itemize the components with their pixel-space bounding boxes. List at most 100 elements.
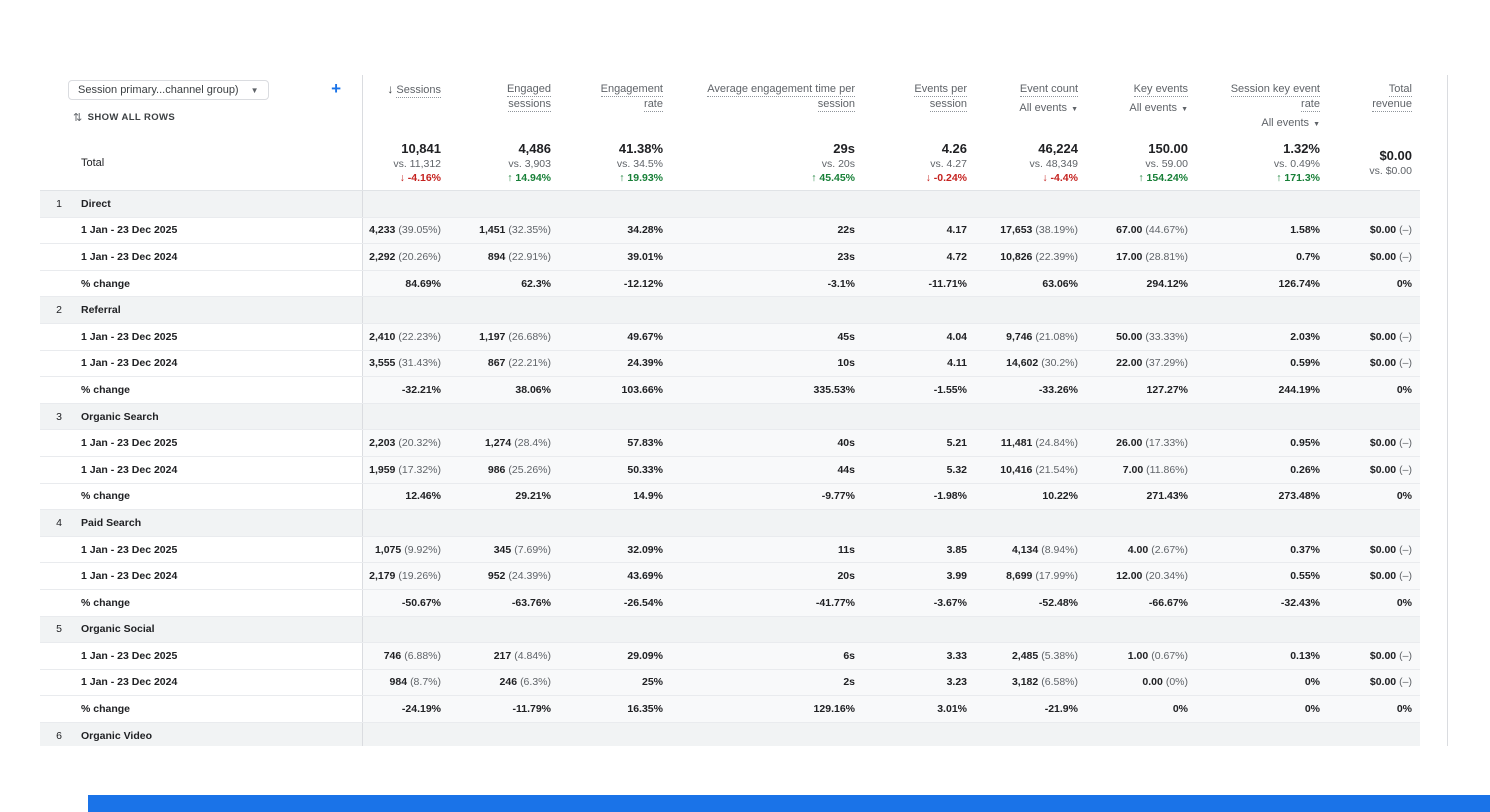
metric-cell: -32.43%	[1196, 589, 1328, 616]
metric-share: (20.34%)	[1145, 570, 1188, 583]
column-header-line: ↓ Sessions	[363, 82, 441, 98]
column-header-session-key-event-rate[interactable]: Session key event rate All events ▼	[1196, 75, 1328, 135]
metric-value: 345	[493, 543, 512, 556]
metric-value: 2,179	[369, 570, 396, 583]
add-dimension-button[interactable]: +	[331, 79, 341, 98]
row-label: 1 Jan - 23 Dec 2025	[81, 330, 178, 343]
metric-share: (38.19%)	[1035, 224, 1078, 237]
metric-value: -33.26%	[1038, 383, 1078, 396]
total-change: ↓ -0.24%	[925, 172, 967, 184]
metric-value: 4,233	[369, 224, 396, 237]
metric-cell: 43.69%	[559, 563, 671, 589]
metric-value: 1,075	[374, 543, 402, 556]
column-header-text: Sessions	[396, 84, 441, 98]
total-value: 10,841	[401, 141, 441, 156]
metric-filter-dropdown[interactable]: All events ▼	[1196, 116, 1320, 132]
metric-cell: 127.27%	[1086, 377, 1196, 403]
metric-cell: -3.67%	[863, 589, 975, 616]
metric-share: (28.4%)	[514, 437, 551, 450]
metric-value: 29.21%	[515, 490, 551, 503]
column-header-text: sessions	[508, 98, 551, 112]
total-value: 29s	[833, 141, 855, 156]
metric-filter-dropdown[interactable]: All events ▼	[1086, 101, 1188, 117]
total-value: $0.00	[1379, 148, 1412, 163]
metric-value: -1.98%	[933, 490, 967, 503]
metric-cell: 10.22%	[975, 483, 1086, 510]
column-header-engagement-rate[interactable]: Engagement rate	[559, 75, 671, 135]
metric-value: 67.00	[1116, 224, 1143, 237]
metric-value: 2s	[843, 676, 855, 689]
row-label: % change	[81, 383, 131, 396]
metric-value: 129.16%	[813, 703, 855, 716]
metric-cell: 0%	[1328, 589, 1420, 616]
show-all-rows-button[interactable]: ⇅ SHOW ALL ROWS	[73, 111, 175, 124]
metric-value: 38.06%	[515, 383, 551, 396]
row-label-cell: % change	[40, 696, 363, 722]
row-number: 6	[56, 729, 62, 742]
metric-value: $0.00	[1369, 224, 1397, 237]
column-header-sessions[interactable]: ↓ Sessions	[363, 75, 449, 135]
sort-descending-icon: ↓	[387, 82, 394, 96]
metric-value: 0%	[1304, 676, 1320, 689]
metric-cell: 1.00 (0.67%)	[1086, 643, 1196, 669]
chevron-down-icon: ▼	[250, 85, 259, 95]
metric-value: 5.32	[946, 463, 967, 476]
metric-filter-dropdown[interactable]: All events ▼	[975, 101, 1078, 117]
column-header-avg-engagement-time-per-session[interactable]: Average engagement time per session	[671, 75, 863, 135]
metric-share: (6.3%)	[520, 676, 551, 689]
column-header-key-events[interactable]: Key events All events ▼	[1086, 75, 1196, 135]
metric-cell: 3.99	[863, 563, 975, 589]
table-row: 1 Jan - 23 Dec 2025 2,203 (20.32%) 1,274 (28…	[40, 430, 1420, 457]
metric-value: 7.00	[1122, 463, 1144, 476]
column-header-total-revenue[interactable]: Total revenue	[1328, 75, 1420, 135]
metric-cell: 345 (7.69%)	[449, 536, 559, 563]
metric-value: 4.04	[946, 330, 967, 343]
metric-cell: -1.55%	[863, 377, 975, 403]
channel-group-metrics-band	[363, 722, 1420, 746]
row-label-cell: 1 Jan - 23 Dec 2024	[40, 563, 363, 589]
column-header-event-count[interactable]: Event count All events ▼	[975, 75, 1086, 135]
total-vs-value: vs. 4.27	[930, 158, 967, 170]
row-label: 1 Jan - 23 Dec 2024	[81, 570, 178, 583]
column-header-engaged-sessions[interactable]: Engaged sessions	[449, 75, 559, 135]
row-label: % change	[81, 596, 131, 609]
metric-value: 0.00	[1142, 676, 1163, 689]
total-vs-value: vs. 3,903	[508, 158, 551, 170]
metric-cell: 10s	[671, 350, 863, 377]
metric-cell: 273.48%	[1196, 483, 1328, 510]
column-header-events-per-session[interactable]: Events per session	[863, 75, 975, 135]
metric-share: (–)	[1399, 437, 1412, 450]
metric-value: 1,959	[369, 463, 396, 476]
metric-value: 8,699	[1006, 570, 1033, 583]
metric-cell: 1,451 (32.35%)	[449, 217, 559, 244]
total-value: 150.00	[1148, 141, 1188, 156]
dimension-selector[interactable]: Session primary...channel group) ▼	[68, 80, 269, 100]
metric-share: (37.29%)	[1145, 357, 1188, 370]
row-number: 5	[56, 623, 62, 636]
metric-cell: 17.00 (28.81%)	[1086, 244, 1196, 270]
metric-value: 127.27%	[1146, 383, 1188, 396]
channel-group-label: 5 Organic Social	[40, 616, 363, 643]
metric-cell: 0.00 (0%)	[1086, 669, 1196, 696]
row-label: 1 Jan - 23 Dec 2025	[81, 437, 178, 450]
metric-value: 984	[389, 676, 408, 689]
metric-value: 2,410	[369, 330, 396, 343]
metric-cell: 986 (25.26%)	[449, 456, 559, 483]
metric-share: (33.33%)	[1145, 330, 1188, 343]
metric-cell: -11.79%	[449, 696, 559, 722]
metric-share: (22.91%)	[508, 250, 551, 263]
total-value: 41.38%	[618, 141, 663, 156]
right-divider	[1447, 75, 1448, 746]
metric-share: (22.21%)	[508, 357, 551, 370]
metric-value: 34.28%	[627, 224, 663, 237]
metric-share: (22.39%)	[1035, 250, 1078, 263]
metric-cell: 22.00 (37.29%)	[1086, 350, 1196, 377]
metric-cell: 62.3%	[449, 270, 559, 297]
metric-cell: 29.09%	[559, 643, 671, 669]
metric-value: 0.7%	[1296, 250, 1320, 263]
channel-group-row: 6 Organic Video	[40, 722, 1420, 746]
column-header-line: session	[671, 97, 855, 112]
row-number: 4	[56, 516, 62, 529]
total-vs-value: vs. 48,349	[1029, 158, 1078, 170]
metric-value: 952	[487, 570, 506, 583]
